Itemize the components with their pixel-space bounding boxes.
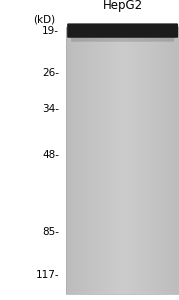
Text: 34-: 34- <box>42 104 59 114</box>
Text: 48-: 48- <box>42 150 59 160</box>
Text: 19-: 19- <box>42 26 59 36</box>
FancyBboxPatch shape <box>67 23 178 38</box>
Text: (kD): (kD) <box>33 14 55 24</box>
Bar <box>66 27 179 294</box>
FancyBboxPatch shape <box>71 35 174 42</box>
Text: 85-: 85- <box>42 227 59 237</box>
Text: 26-: 26- <box>42 68 59 78</box>
Text: HepG2: HepG2 <box>103 0 143 12</box>
Text: 117-: 117- <box>35 270 59 280</box>
